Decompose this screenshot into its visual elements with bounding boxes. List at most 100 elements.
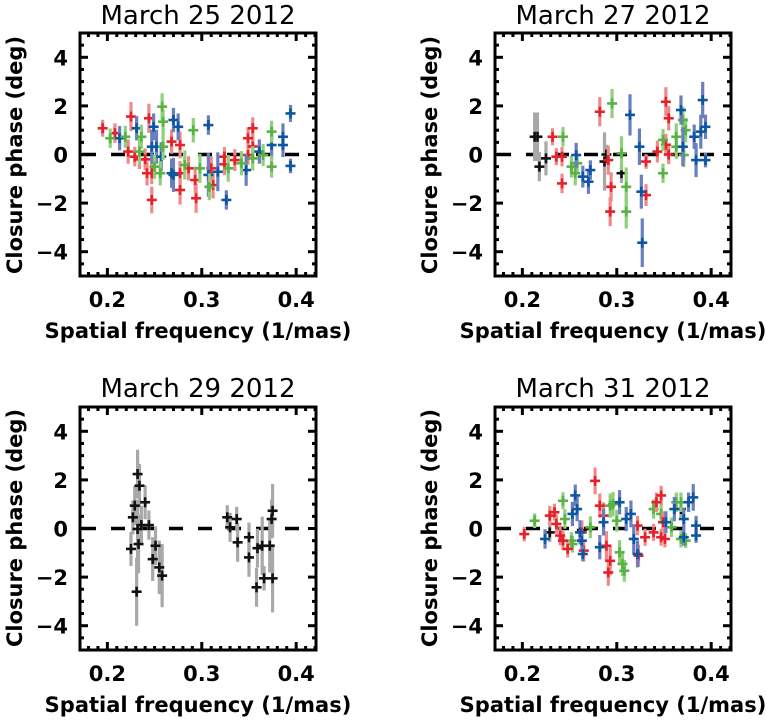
- data-point-marker: [168, 169, 179, 180]
- data-point-marker: [222, 512, 233, 523]
- data-point-marker: [540, 533, 551, 544]
- y-tick-label: −2: [36, 566, 68, 590]
- data-point-marker: [567, 508, 578, 519]
- x-tick-label: 0.2: [89, 288, 126, 312]
- data-point-marker: [590, 475, 601, 486]
- data-point-marker: [146, 194, 157, 205]
- data-point-marker: [621, 181, 632, 192]
- data-point-marker: [125, 111, 136, 122]
- x-tick-label: 0.3: [598, 662, 635, 686]
- data-point-marker: [691, 530, 702, 541]
- data-point-marker: [614, 547, 625, 558]
- data-point-marker: [572, 504, 583, 515]
- data-point-marker: [131, 586, 142, 597]
- y-tick-label: 4: [468, 420, 483, 444]
- y-tick-label: −2: [36, 192, 68, 216]
- data-point-marker: [134, 480, 145, 491]
- x-tick-label: 0.2: [89, 662, 126, 686]
- data-point-marker: [636, 186, 647, 197]
- data-point-marker: [669, 504, 680, 515]
- data-point-marker: [601, 149, 612, 160]
- x-tick-label: 0.2: [504, 662, 541, 686]
- y-tick-label: 2: [468, 469, 483, 493]
- x-tick-label: 0.2: [504, 288, 541, 312]
- data-point-marker: [606, 181, 617, 192]
- data-point-marker: [266, 126, 277, 137]
- data-point-marker: [158, 116, 169, 127]
- data-point-marker: [585, 522, 596, 533]
- data-point-marker: [173, 121, 184, 132]
- x-axis-label: Spatial frequency (1/mas): [460, 693, 766, 717]
- data-point-marker: [663, 149, 674, 160]
- y-tick-label: −2: [451, 566, 483, 590]
- data-point-marker: [616, 148, 627, 159]
- data-point-marker: [150, 540, 161, 551]
- data-point-marker: [194, 163, 205, 174]
- series-green: [105, 93, 277, 201]
- data-point-marker: [659, 533, 670, 544]
- y-tick-label: −2: [451, 192, 483, 216]
- data-point-marker: [179, 159, 190, 170]
- data-point-marker: [557, 131, 568, 142]
- data-point-marker: [229, 155, 240, 166]
- data-point-marker: [168, 114, 179, 125]
- data-point-marker: [700, 155, 711, 166]
- data-point-marker: [175, 140, 186, 151]
- series-red: [519, 467, 670, 586]
- data-point-marker: [697, 95, 708, 106]
- y-axis-label: Closure phase (deg): [418, 36, 442, 274]
- panel-march-27: March 27 2012 Spatial frequency (1/mas) …: [418, 1, 766, 343]
- series-blue: [114, 104, 296, 210]
- data-point-marker: [607, 98, 618, 109]
- data-point-marker: [243, 552, 254, 563]
- data-point-marker: [603, 567, 614, 578]
- data-point-marker: [534, 161, 545, 172]
- series-red: [547, 87, 674, 227]
- data-point-marker: [637, 237, 648, 248]
- data-point-marker: [158, 141, 169, 152]
- y-tick-label: 4: [53, 420, 68, 444]
- data-point-marker: [212, 166, 223, 177]
- x-tick-label: 0.4: [693, 288, 730, 312]
- data-point-marker: [695, 126, 706, 137]
- data-point-marker: [611, 515, 622, 526]
- data-point-marker: [557, 151, 568, 162]
- data-point-marker: [621, 206, 632, 217]
- y-tick-label: 0: [468, 518, 483, 542]
- data-point-marker: [243, 133, 254, 144]
- data-point-marker: [576, 535, 587, 546]
- data-point-marker: [688, 492, 699, 503]
- data-point-marker: [660, 96, 671, 107]
- data-point-marker: [154, 562, 165, 573]
- data-point-marker: [671, 131, 682, 142]
- data-point-marker: [247, 153, 258, 164]
- data-point-marker: [625, 508, 636, 519]
- data-point-marker: [105, 133, 116, 144]
- y-tick-label: 4: [468, 46, 483, 70]
- data-point-marker: [140, 154, 151, 165]
- x-tick-label: 0.4: [278, 662, 315, 686]
- data-point-marker: [221, 194, 232, 205]
- data-point-marker: [678, 532, 689, 543]
- data-point-marker: [571, 149, 582, 160]
- data-point-marker: [570, 168, 581, 179]
- data-point-marker: [570, 490, 581, 501]
- data-point-marker: [601, 540, 612, 551]
- data-point-marker: [691, 520, 702, 531]
- data-point-marker: [277, 140, 288, 151]
- y-tick-label: 4: [53, 46, 68, 70]
- data-point-marker: [640, 532, 651, 543]
- data-point-marker: [247, 123, 258, 134]
- x-tick-label: 0.4: [693, 662, 730, 686]
- y-axis-label: Closure phase (deg): [418, 409, 442, 647]
- data-point-marker: [285, 108, 296, 119]
- data-point-marker: [557, 178, 568, 189]
- x-axis-label: Spatial frequency (1/mas): [45, 693, 352, 717]
- data-point-marker: [157, 570, 168, 581]
- data-point-marker: [204, 181, 215, 192]
- data-point-marker: [547, 131, 558, 142]
- data-point-marker: [97, 123, 108, 134]
- y-axis-label: Closure phase (deg): [3, 409, 27, 647]
- data-point-marker: [555, 530, 566, 541]
